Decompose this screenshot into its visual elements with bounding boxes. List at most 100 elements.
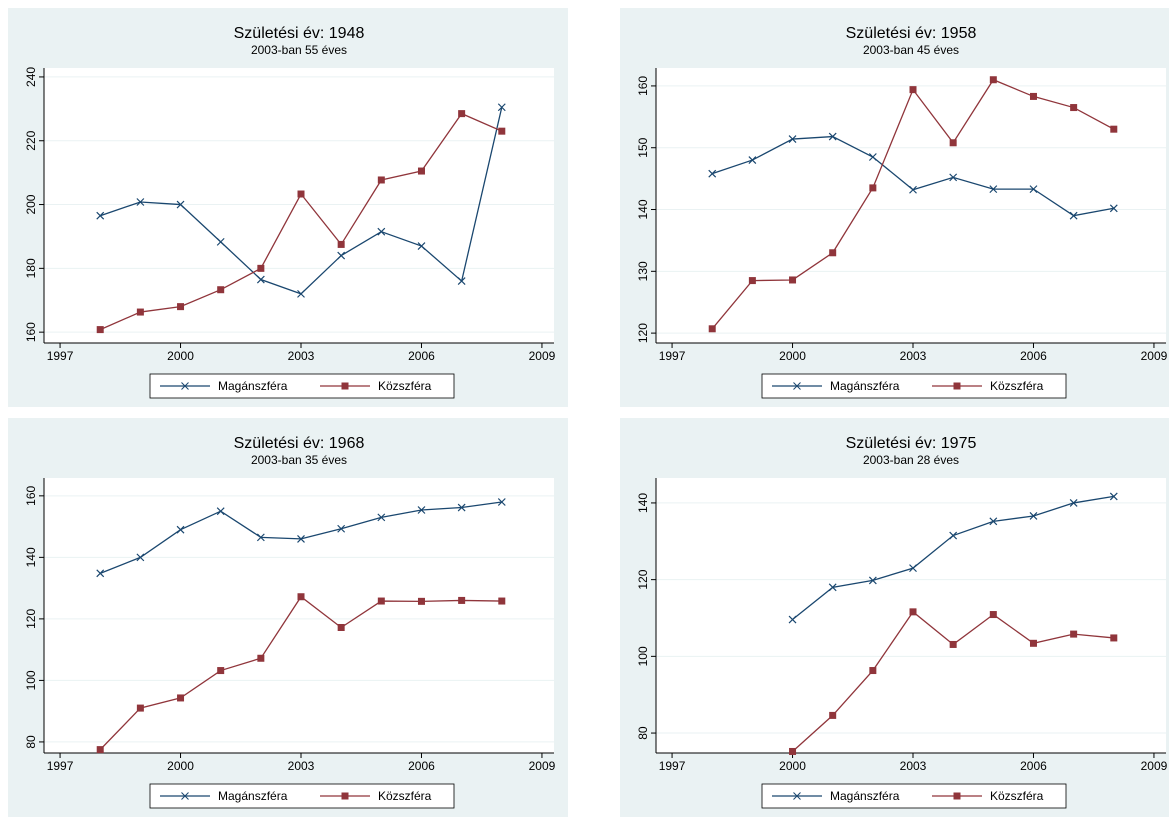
marker (417, 167, 425, 175)
marker (949, 173, 958, 182)
chart-title: Születési év: 1948 (234, 25, 365, 42)
legend-marker (953, 382, 961, 390)
chart-subtitle: 2003-ban 35 éves (251, 453, 347, 467)
marker (909, 564, 917, 573)
x-tick-label: 2000 (167, 349, 194, 363)
marker (909, 608, 917, 616)
marker (989, 185, 998, 194)
marker (216, 507, 225, 516)
marker (96, 211, 105, 220)
marker (1109, 492, 1118, 501)
marker (96, 326, 104, 334)
plot-area (44, 68, 554, 343)
x-tick-label: 2006 (408, 759, 435, 773)
x-tick-label: 2009 (529, 349, 556, 363)
legend-label: Közszféra (378, 379, 432, 393)
marker (789, 747, 797, 755)
marker (176, 525, 185, 534)
marker (989, 611, 997, 619)
x-tick-label: 2009 (1141, 349, 1168, 363)
legend-label: Közszféra (378, 789, 432, 803)
marker (136, 308, 144, 316)
x-tick-label: 1997 (659, 349, 686, 363)
marker (297, 534, 305, 543)
chart-title: Születési év: 1975 (846, 435, 977, 452)
plot-area (44, 478, 554, 753)
chart-subtitle: 2003-ban 55 éves (251, 43, 347, 57)
marker (417, 506, 426, 514)
y-tick-label: 150 (636, 137, 650, 157)
marker (457, 503, 466, 512)
marker (337, 251, 346, 260)
y-tick-label: 80 (636, 726, 650, 740)
marker (949, 139, 957, 147)
chart-subtitle: 2003-ban 45 éves (863, 43, 959, 57)
y-tick-label: 200 (24, 194, 38, 214)
y-tick-label: 100 (24, 670, 38, 690)
marker (828, 583, 837, 592)
x-tick-label: 1997 (659, 759, 686, 773)
marker (1029, 185, 1038, 194)
legend-marker (341, 382, 349, 390)
marker (909, 185, 917, 194)
y-tick-label: 140 (636, 199, 650, 219)
x-tick-label: 2006 (1020, 759, 1047, 773)
y-tick-label: 220 (24, 130, 38, 150)
chart-subtitle: 2003-ban 28 éves (863, 453, 959, 467)
marker (217, 667, 225, 675)
y-tick-label: 100 (636, 646, 650, 666)
marker (377, 227, 386, 236)
marker (1029, 92, 1037, 100)
chart-title: Születési év: 1958 (846, 25, 977, 42)
marker (989, 76, 997, 84)
y-tick-label: 120 (24, 609, 38, 629)
marker (377, 597, 385, 605)
y-tick-label: 120 (636, 569, 650, 589)
x-tick-label: 2009 (529, 759, 556, 773)
marker (708, 325, 716, 333)
marker (96, 569, 105, 578)
marker (708, 169, 717, 178)
marker (788, 615, 797, 624)
y-tick-label: 80 (24, 735, 38, 749)
x-tick-label: 2009 (1141, 759, 1168, 773)
legend-marker (341, 792, 349, 800)
legend-marker (181, 792, 189, 800)
marker (96, 746, 104, 754)
marker (458, 110, 466, 118)
marker (1070, 630, 1078, 638)
x-tick-label: 2003 (288, 349, 315, 363)
marker (176, 200, 185, 209)
plot-area (656, 68, 1166, 343)
marker (868, 153, 877, 161)
legend-marker (953, 792, 961, 800)
x-tick-label: 2000 (167, 759, 194, 773)
marker (909, 86, 917, 94)
marker (989, 517, 998, 526)
marker (949, 640, 957, 648)
marker (257, 654, 265, 662)
marker (829, 711, 837, 719)
marker (217, 286, 225, 294)
marker (748, 156, 757, 165)
marker (788, 135, 797, 143)
x-tick-label: 1997 (47, 759, 74, 773)
marker (457, 277, 466, 286)
marker (297, 190, 305, 198)
marker (1069, 211, 1078, 220)
marker (337, 240, 345, 248)
marker (417, 597, 425, 605)
marker (828, 132, 837, 141)
x-tick-label: 2006 (1020, 349, 1047, 363)
legend-label: Közszféra (990, 789, 1044, 803)
marker (498, 127, 506, 135)
marker (1029, 512, 1038, 520)
chart-title: Születési év: 1968 (234, 435, 365, 452)
marker (868, 576, 877, 585)
marker (136, 704, 144, 712)
marker (377, 513, 386, 522)
